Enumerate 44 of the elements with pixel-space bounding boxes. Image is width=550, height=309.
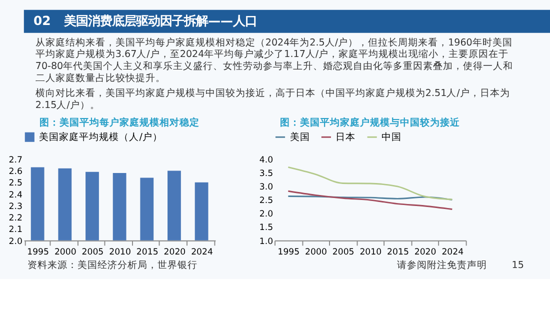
y-tick-label: 3.0	[259, 182, 274, 193]
y-tick-label: 2.3	[8, 202, 22, 212]
x-tick-label: 2015	[136, 247, 158, 258]
x-tick-label: 2000	[305, 247, 327, 258]
y-tick-label: 4.0	[259, 155, 274, 166]
text: 美国消费底层驱动因子拆解——人口	[63, 13, 257, 28]
text: 从家庭结构来看，美国平均每户家庭规模相对稳定（2024年为2.5人/户），但拉长周期来看，1960年时美国平均家庭户规模为3.67人/户，至2024年平均每户减少了1.17人/户，家庭平均规模出现缩小，主要原因在于70-80年代美国个人主义和享乐主义盛行、女性劳动参与率上升、婚恋观自由化等多重因素叠加，使得一人和二人家庭数量占比较快提升。	[35, 36, 514, 84]
x-tick-label: 2005	[82, 247, 104, 258]
x-tick-label: 2015	[387, 247, 409, 258]
y-tick-label: 3.5	[259, 169, 274, 180]
chart-title: 图：美国平均家庭户规模与中国较为接近	[280, 116, 462, 129]
text: 02	[33, 13, 51, 28]
x-tick-label: 2000	[54, 247, 76, 258]
text: 15	[512, 260, 524, 272]
y-tick-label: 2.5	[8, 178, 22, 189]
x-tick-label: 2005	[332, 247, 354, 258]
x-tick-label: 2020	[414, 247, 436, 258]
line-series	[287, 166, 453, 200]
x-tick-label: 2010	[109, 247, 131, 258]
text: 横向对比来看，美国平均家庭户规模与中国较为接近，高于日本（中国平均家庭户规模为2.51人/户，日本为2.15人/户）。	[35, 86, 510, 111]
x-tick-label: 2010	[360, 247, 382, 258]
chart-title: 图：美国平均每户家庭规模相对稳定	[40, 116, 200, 129]
y-tick-label: 1.5	[259, 223, 274, 234]
y-tick-label: 2.0	[8, 236, 22, 247]
text: 请参阅附注免责声明	[396, 259, 487, 272]
y-tick-label: 2.5	[259, 196, 274, 206]
x-tick-label: 2020	[164, 247, 186, 258]
y-tick-label: 2.4	[8, 190, 22, 200]
y-tick-label: 2.7	[8, 155, 22, 166]
y-tick-label: 2.6	[8, 167, 22, 178]
legend-label: 美国	[290, 130, 310, 143]
y-tick-label: 2.2	[8, 214, 22, 224]
x-tick-label: 2024	[442, 247, 464, 258]
y-tick-label: 2.1	[8, 225, 22, 236]
legend-label: 美国家庭平均规模（人/户）	[39, 130, 162, 143]
x-tick-label: 1995	[27, 247, 49, 258]
legend-label: 日本	[336, 130, 356, 143]
x-tick-label: 2024	[191, 247, 213, 258]
legend-label: 中国	[382, 130, 402, 143]
line-series	[287, 190, 453, 210]
y-tick-label: 2.0	[259, 210, 274, 220]
y-tick-label: 1.0	[259, 236, 274, 247]
x-tick-label: 1995	[278, 247, 300, 258]
text: 资料来源：美国经济分析局，世界银行	[28, 259, 198, 272]
